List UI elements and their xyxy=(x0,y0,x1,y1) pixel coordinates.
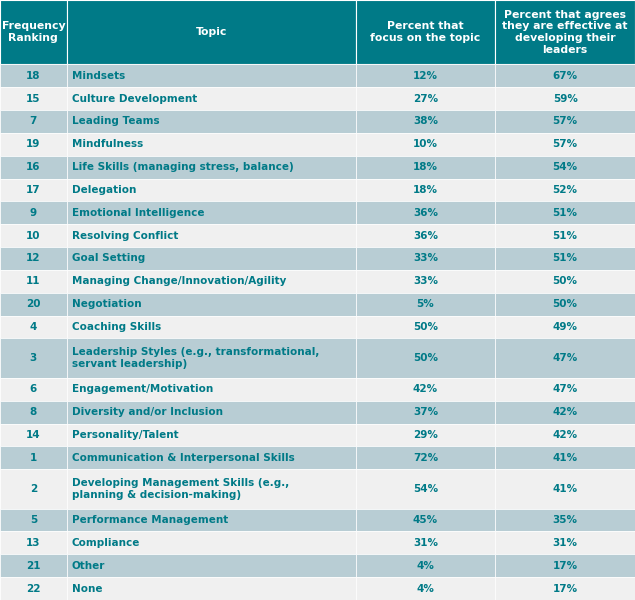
Text: 4%: 4% xyxy=(417,584,434,593)
Text: 21: 21 xyxy=(26,561,41,571)
Text: Culture Development: Culture Development xyxy=(72,94,197,104)
Text: 54%: 54% xyxy=(413,484,438,494)
Text: Resolving Conflict: Resolving Conflict xyxy=(72,230,178,241)
Text: 17: 17 xyxy=(26,185,41,195)
Text: Diversity and/or Inclusion: Diversity and/or Inclusion xyxy=(72,407,223,417)
Text: 50%: 50% xyxy=(413,353,438,363)
Text: 14: 14 xyxy=(26,430,41,440)
Text: 47%: 47% xyxy=(552,384,578,394)
Text: Delegation: Delegation xyxy=(72,185,136,195)
Text: 11: 11 xyxy=(26,277,41,286)
Text: Mindsets: Mindsets xyxy=(72,71,125,81)
Text: Managing Change/Innovation/Agility: Managing Change/Innovation/Agility xyxy=(72,277,286,286)
Text: 35%: 35% xyxy=(552,515,578,525)
Text: 6: 6 xyxy=(30,384,37,394)
Text: 17%: 17% xyxy=(552,584,578,593)
Text: 51%: 51% xyxy=(552,230,578,241)
Text: 4%: 4% xyxy=(417,561,434,571)
Text: 31%: 31% xyxy=(552,538,578,548)
Text: 38%: 38% xyxy=(413,116,438,127)
Text: 12: 12 xyxy=(26,253,41,263)
Text: 57%: 57% xyxy=(552,139,578,149)
Text: 36%: 36% xyxy=(413,230,438,241)
Text: 52%: 52% xyxy=(552,185,578,195)
Text: 1: 1 xyxy=(30,453,37,463)
Text: 45%: 45% xyxy=(413,515,438,525)
Text: 37%: 37% xyxy=(413,407,438,417)
Text: 59%: 59% xyxy=(552,94,578,104)
Text: 54%: 54% xyxy=(552,162,578,172)
Text: 47%: 47% xyxy=(552,353,578,363)
Text: 42%: 42% xyxy=(552,407,578,417)
Text: 18%: 18% xyxy=(413,185,438,195)
Text: Other: Other xyxy=(72,561,105,571)
Text: None: None xyxy=(72,584,102,593)
Text: 72%: 72% xyxy=(413,453,438,463)
Text: 41%: 41% xyxy=(552,453,578,463)
Text: 5: 5 xyxy=(30,515,37,525)
Text: Goal Setting: Goal Setting xyxy=(72,253,145,263)
Text: 67%: 67% xyxy=(552,71,578,81)
Text: Engagement/Motivation: Engagement/Motivation xyxy=(72,384,213,394)
Text: 9: 9 xyxy=(30,208,37,218)
Text: Negotiation: Negotiation xyxy=(72,299,142,309)
Text: 8: 8 xyxy=(30,407,37,417)
Text: 15: 15 xyxy=(26,94,41,104)
Text: 18: 18 xyxy=(26,71,41,81)
Text: Emotional Intelligence: Emotional Intelligence xyxy=(72,208,204,218)
Text: 41%: 41% xyxy=(552,484,578,494)
Text: Mindfulness: Mindfulness xyxy=(72,139,143,149)
Text: 50%: 50% xyxy=(413,322,438,332)
Text: 42%: 42% xyxy=(552,430,578,440)
Text: 3: 3 xyxy=(30,353,37,363)
Text: 20: 20 xyxy=(26,299,41,309)
Text: 33%: 33% xyxy=(413,253,438,263)
Text: 51%: 51% xyxy=(552,208,578,218)
Text: 27%: 27% xyxy=(413,94,438,104)
Text: 4: 4 xyxy=(30,322,37,332)
Text: Leadership Styles (e.g., transformational,
servant leadership): Leadership Styles (e.g., transformationa… xyxy=(72,347,319,369)
Text: Life Skills (managing stress, balance): Life Skills (managing stress, balance) xyxy=(72,162,293,172)
Text: 10%: 10% xyxy=(413,139,438,149)
Text: Compliance: Compliance xyxy=(72,538,140,548)
Text: 7: 7 xyxy=(30,116,37,127)
Text: Percent that
focus on the topic: Percent that focus on the topic xyxy=(370,22,481,43)
Text: 10: 10 xyxy=(26,230,41,241)
Text: Percent that agrees
they are effective at
developing their
leaders: Percent that agrees they are effective a… xyxy=(502,10,628,55)
Text: 2: 2 xyxy=(30,484,37,494)
Text: Topic: Topic xyxy=(196,27,227,37)
Text: 22: 22 xyxy=(26,584,41,593)
Text: Personality/Talent: Personality/Talent xyxy=(72,430,178,440)
Text: 19: 19 xyxy=(26,139,41,149)
Text: Developing Management Skills (e.g.,
planning & decision-making): Developing Management Skills (e.g., plan… xyxy=(72,478,289,500)
Text: 18%: 18% xyxy=(413,162,438,172)
Text: 13: 13 xyxy=(26,538,41,548)
Text: 29%: 29% xyxy=(413,430,438,440)
Text: 51%: 51% xyxy=(552,253,578,263)
Text: 17%: 17% xyxy=(552,561,578,571)
Text: 16: 16 xyxy=(26,162,41,172)
Text: 57%: 57% xyxy=(552,116,578,127)
Text: Coaching Skills: Coaching Skills xyxy=(72,322,161,332)
Text: 50%: 50% xyxy=(552,277,578,286)
Text: 50%: 50% xyxy=(552,299,578,309)
Text: Frequency
Ranking: Frequency Ranking xyxy=(1,22,65,43)
Text: 12%: 12% xyxy=(413,71,438,81)
Text: 31%: 31% xyxy=(413,538,438,548)
Text: 33%: 33% xyxy=(413,277,438,286)
Text: 5%: 5% xyxy=(417,299,434,309)
Text: 49%: 49% xyxy=(552,322,578,332)
Text: 36%: 36% xyxy=(413,208,438,218)
Text: Leading Teams: Leading Teams xyxy=(72,116,159,127)
Text: 42%: 42% xyxy=(413,384,438,394)
Text: Performance Management: Performance Management xyxy=(72,515,228,525)
Text: Communication & Interpersonal Skills: Communication & Interpersonal Skills xyxy=(72,453,295,463)
